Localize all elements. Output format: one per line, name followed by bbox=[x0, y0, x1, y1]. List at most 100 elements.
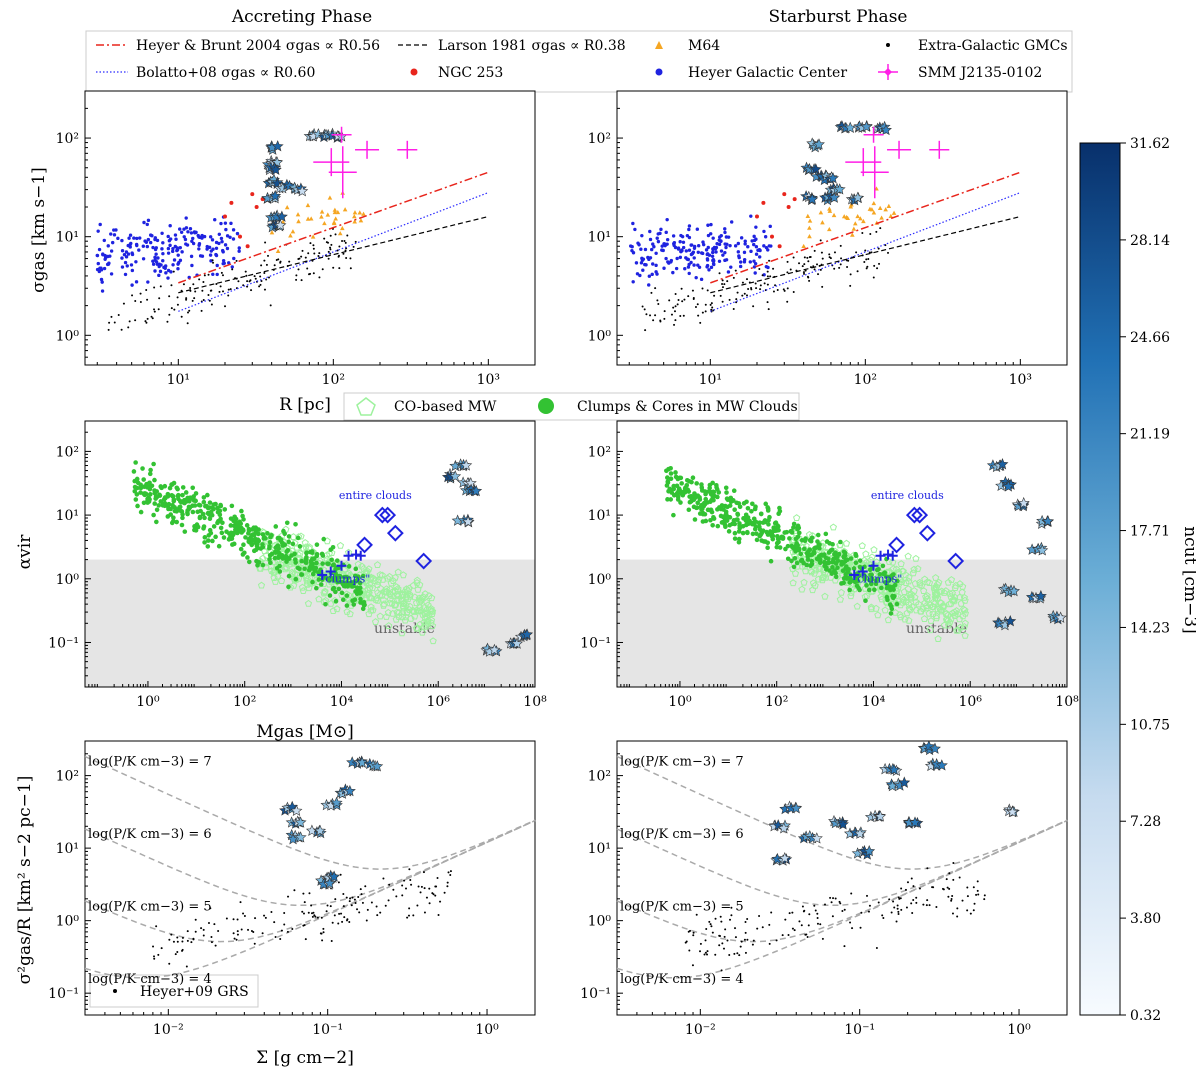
co-mw-pentagon bbox=[920, 587, 928, 594]
clump-point bbox=[182, 529, 188, 534]
m64-point bbox=[851, 226, 857, 231]
clump-point bbox=[207, 516, 213, 522]
colorbar-tick-label: 31.62 bbox=[1130, 136, 1170, 152]
grs-point bbox=[888, 898, 891, 901]
extragalactic-point bbox=[153, 286, 156, 289]
clump-point bbox=[192, 503, 198, 508]
extragalactic-point bbox=[663, 310, 666, 313]
clump-point bbox=[753, 524, 759, 529]
extragalactic-point bbox=[131, 294, 134, 297]
extragalactic-point bbox=[259, 283, 262, 286]
co-mw-pentagon bbox=[942, 587, 950, 595]
clump-point bbox=[762, 518, 768, 524]
extragalactic-point bbox=[354, 240, 357, 243]
extragalactic-point bbox=[342, 252, 345, 255]
title-starburst: Starburst Phase bbox=[769, 7, 908, 27]
extragalactic-point bbox=[157, 308, 160, 311]
clump-point bbox=[211, 524, 217, 529]
m64-point bbox=[335, 209, 341, 215]
extragalactic-point bbox=[267, 254, 270, 257]
grs-point bbox=[353, 898, 356, 901]
clump-point bbox=[193, 498, 198, 504]
heyer-gc-point bbox=[718, 235, 722, 239]
y-tick-label: 10⁰ bbox=[588, 914, 612, 930]
clump-point bbox=[357, 591, 363, 596]
simulated-cloud-star bbox=[1034, 589, 1047, 602]
y-tick-label: 10⁻¹ bbox=[48, 986, 79, 1002]
co-mw-pentagon bbox=[932, 612, 940, 620]
heyer-gc-point bbox=[647, 274, 652, 278]
heyer-gc-point bbox=[665, 237, 670, 242]
heyer-gc-point bbox=[237, 246, 241, 250]
fit-line bbox=[178, 171, 489, 284]
clump-point bbox=[343, 574, 348, 580]
extragalactic-point bbox=[258, 285, 261, 288]
clump-point bbox=[230, 532, 236, 537]
legend-top: Heyer & Brunt 2004 σgas ∝ R0.56 Bolatto+… bbox=[85, 30, 1073, 93]
co-mw-pentagon bbox=[816, 564, 824, 572]
co-mw-pentagon bbox=[805, 530, 814, 538]
heyer-gc-point bbox=[153, 247, 158, 252]
grs-point bbox=[401, 894, 404, 897]
heyer-gc-point bbox=[717, 259, 722, 263]
heyer-gc-point bbox=[737, 254, 741, 258]
clump-point bbox=[152, 501, 158, 506]
heyer-gc-point bbox=[154, 260, 159, 264]
co-mw-pentagon bbox=[908, 603, 916, 610]
grs-point bbox=[407, 914, 410, 917]
grs-point bbox=[274, 935, 277, 938]
clump-point bbox=[277, 563, 282, 569]
grs-point bbox=[181, 948, 184, 951]
clump-point bbox=[353, 589, 358, 594]
pressure-label: log(P/K cm−3) = 4 bbox=[88, 972, 212, 987]
extragalactic-point bbox=[673, 323, 676, 326]
simulated-cloud-star bbox=[343, 784, 356, 797]
extragalactic-point bbox=[838, 266, 841, 269]
clump-point bbox=[698, 504, 704, 509]
x-tick-label: 10⁴ bbox=[330, 694, 354, 710]
co-mw-pentagon bbox=[371, 618, 380, 625]
extragalactic-point bbox=[654, 314, 657, 317]
clump-point bbox=[131, 469, 137, 474]
clump-point bbox=[210, 538, 215, 544]
extragalactic-point bbox=[185, 297, 188, 300]
co-mw-pentagon bbox=[409, 581, 417, 589]
extragalactic-point bbox=[674, 319, 677, 322]
colorbar-tick-label: 21.19 bbox=[1130, 427, 1170, 443]
grs-point bbox=[181, 940, 184, 943]
heyer-gc-point bbox=[749, 249, 753, 254]
extragalactic-point bbox=[643, 308, 646, 311]
extragalactic-point bbox=[312, 244, 315, 247]
co-mw-pentagon bbox=[373, 581, 382, 588]
m64-point bbox=[269, 230, 275, 235]
y-tick-label: 10⁻¹ bbox=[580, 986, 611, 1002]
heyer-gc-point bbox=[155, 238, 160, 243]
co-mw-pentagon bbox=[954, 610, 962, 618]
clump-point bbox=[776, 527, 781, 533]
heyer-gc-point bbox=[120, 265, 125, 269]
extragalactic-point bbox=[313, 252, 316, 255]
heyer-gc-point bbox=[99, 277, 104, 282]
extragalactic-point bbox=[786, 260, 789, 263]
co-mw-pentagon bbox=[374, 577, 382, 585]
heyer-gc-point bbox=[217, 241, 221, 246]
clump-point bbox=[358, 600, 363, 605]
heyer-gc-point bbox=[174, 237, 178, 241]
clump-point bbox=[180, 485, 186, 490]
grs-point bbox=[186, 930, 189, 933]
heyer-gc-point bbox=[700, 251, 705, 256]
clump-point bbox=[838, 539, 843, 545]
simulated-cloud-star bbox=[269, 163, 282, 176]
extragalactic-point bbox=[189, 286, 192, 289]
co-mw-pentagon bbox=[297, 532, 305, 540]
grs-point bbox=[312, 911, 315, 914]
panel-accreting-pressure bbox=[84, 740, 536, 1016]
simulated-cloud-star bbox=[470, 484, 483, 497]
heyer-gc-point bbox=[97, 269, 102, 274]
heyer-gc-point bbox=[102, 238, 106, 243]
entire-cloud-diamond bbox=[379, 506, 397, 524]
co-mw-pentagon bbox=[957, 599, 965, 607]
extragalactic-point bbox=[783, 289, 786, 292]
extragalactic-point bbox=[211, 259, 214, 262]
heyer-gc-point bbox=[223, 243, 228, 247]
